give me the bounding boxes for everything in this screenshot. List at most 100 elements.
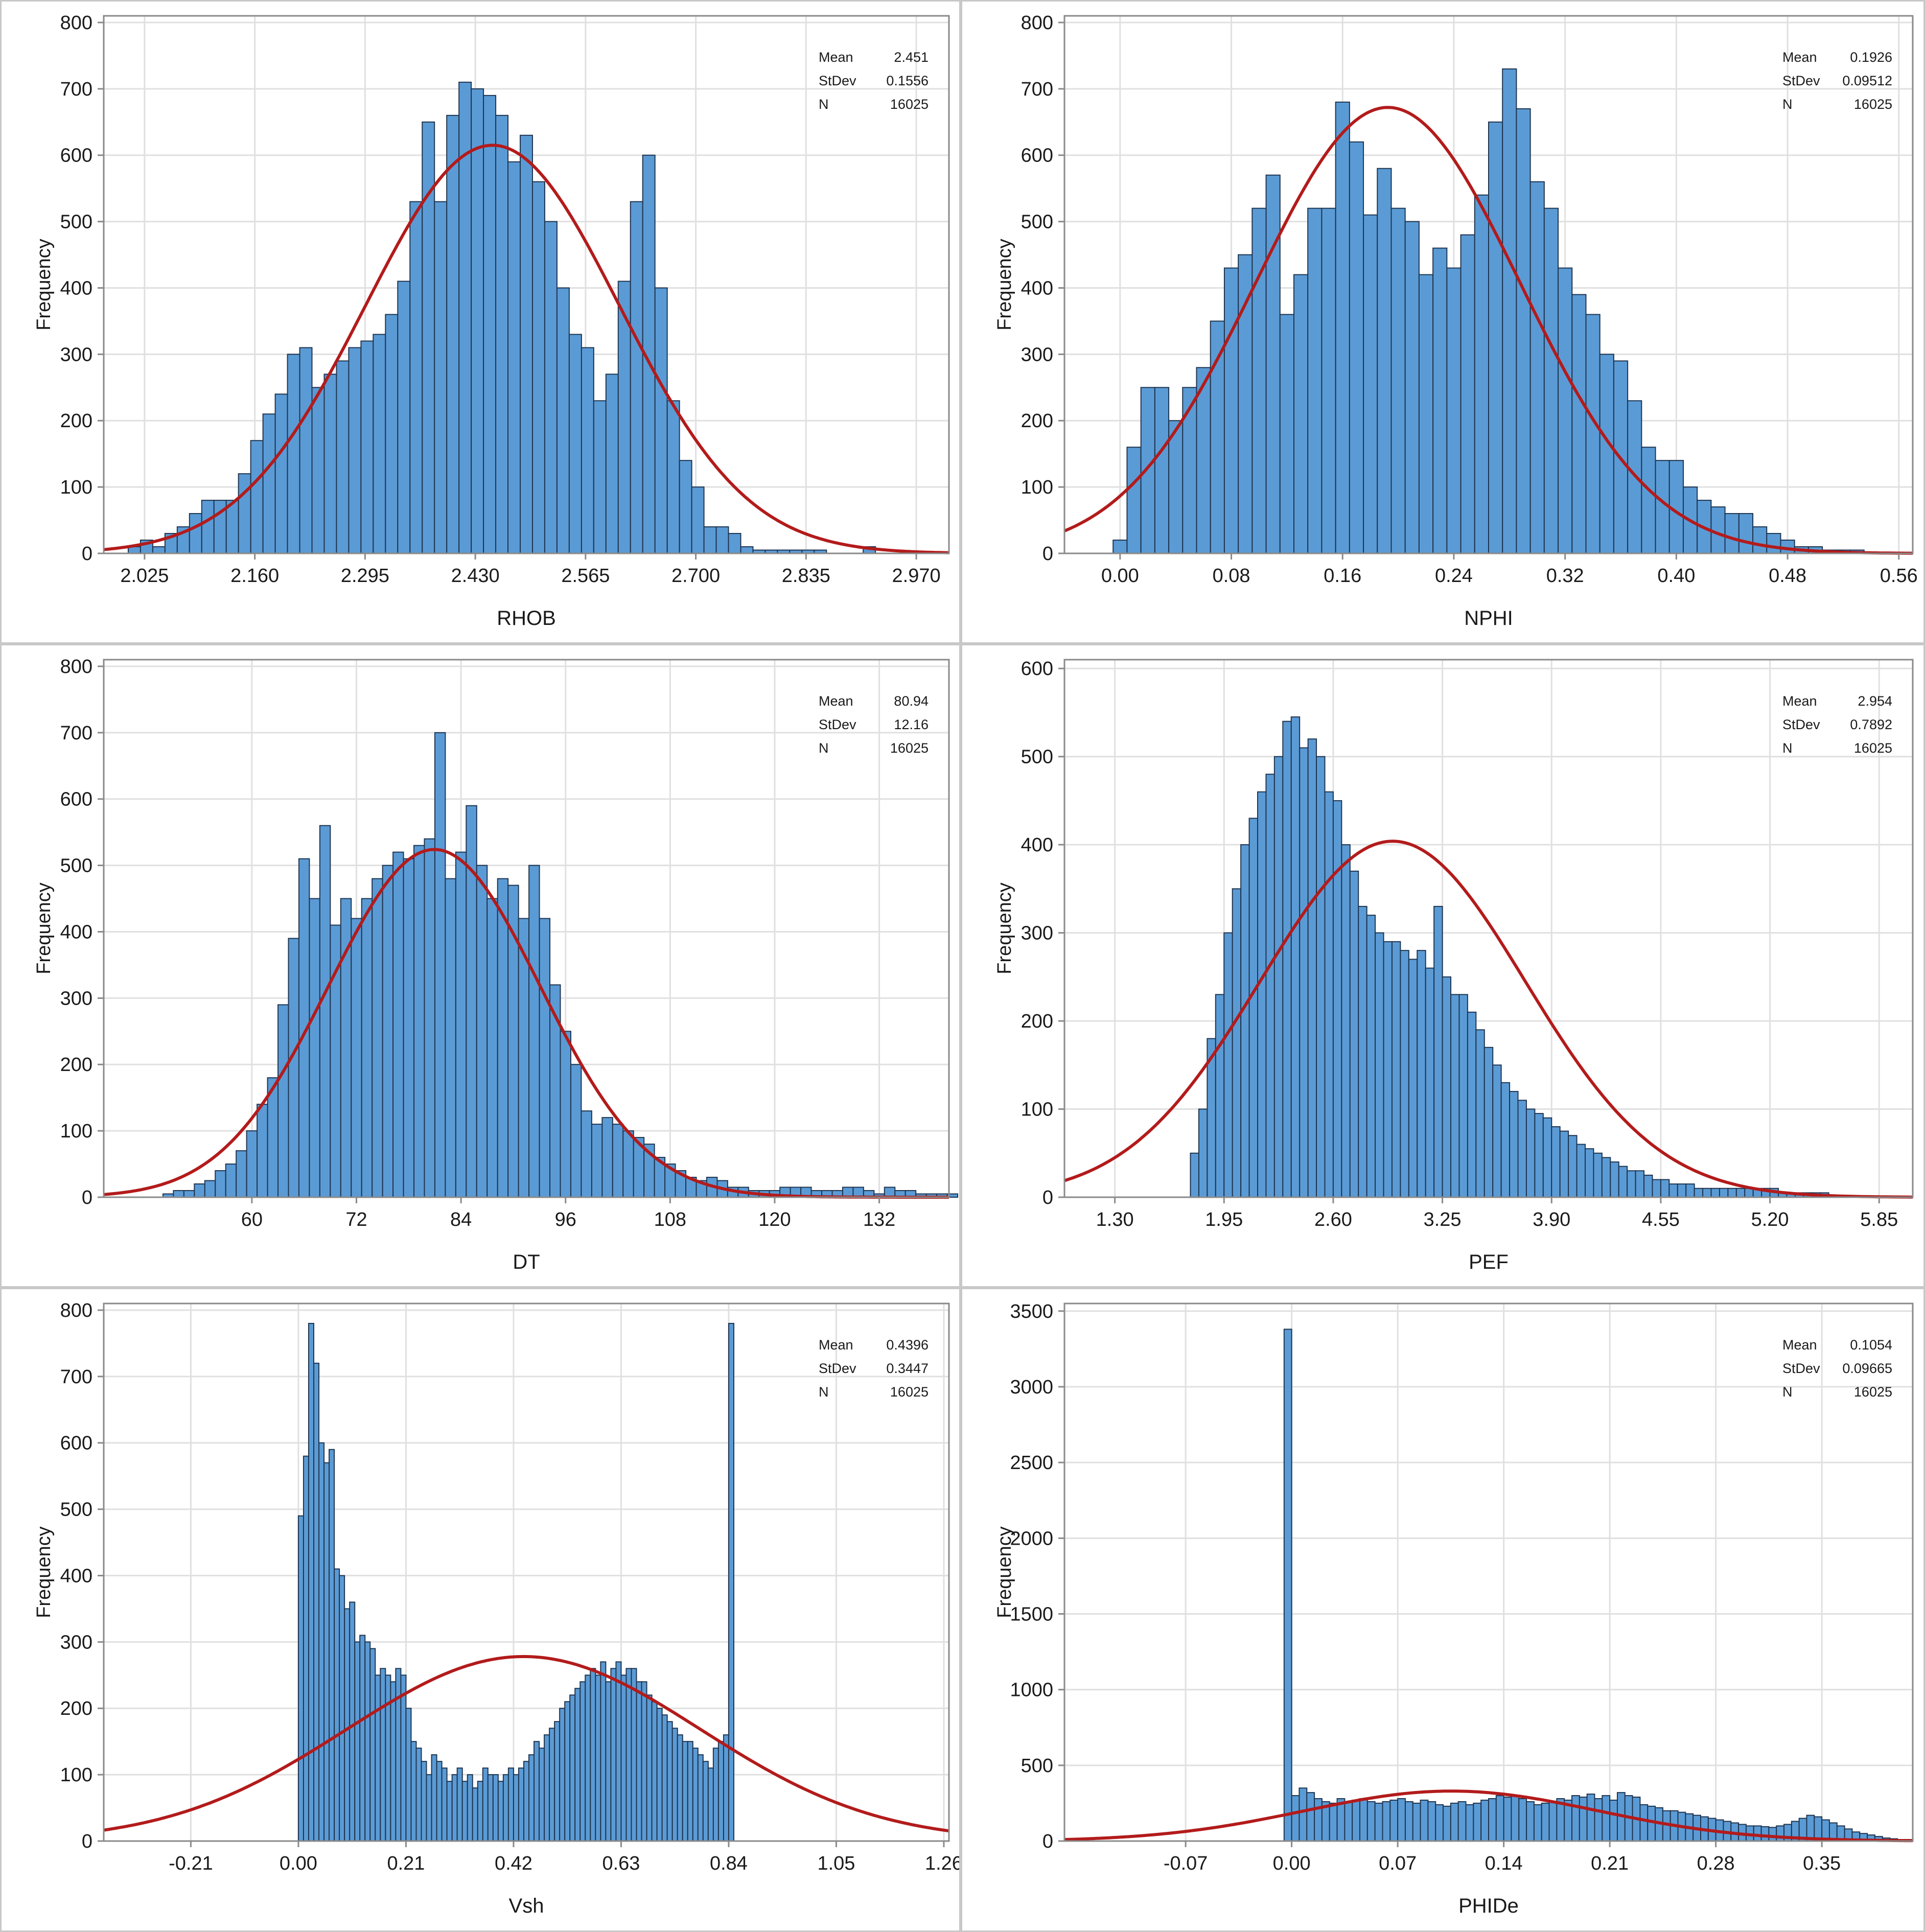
histogram-bar — [1593, 1152, 1603, 1198]
histogram-bar — [564, 1701, 571, 1842]
histogram-bar — [1332, 800, 1342, 1198]
histogram-bar — [1509, 1091, 1519, 1198]
histogram-bar — [1599, 354, 1614, 554]
y-tick-label: 400 — [1021, 277, 1053, 299]
stats-value: 0.7892 — [1850, 717, 1892, 732]
histogram-bar — [1534, 1113, 1544, 1198]
histogram-bar — [560, 1031, 571, 1198]
histogram-bar — [1366, 915, 1376, 1198]
histogram-bar — [534, 1741, 540, 1842]
histogram-bar — [677, 1734, 683, 1842]
histogram-bar — [1293, 274, 1309, 554]
histogram-bar — [1198, 1108, 1208, 1198]
histogram-bar — [238, 473, 251, 554]
histogram-bar — [601, 1117, 613, 1198]
stats-value: 16025 — [890, 1384, 929, 1400]
histogram-bar — [1435, 1804, 1444, 1842]
histogram-bar — [1533, 1804, 1542, 1842]
x-tick-label: 0.00 — [1273, 1853, 1311, 1874]
histogram-bar — [502, 1774, 509, 1842]
x-tick-label: 72 — [345, 1209, 367, 1230]
y-tick-label: 800 — [60, 1300, 92, 1321]
y-tick-label: 0 — [82, 1831, 92, 1852]
y-tick-label: 600 — [60, 789, 92, 810]
x-tick-label: 0.32 — [1546, 565, 1584, 587]
histogram-bar — [403, 858, 415, 1198]
histogram-bar — [1391, 941, 1401, 1198]
histogram-bar — [204, 1180, 216, 1198]
histogram-bar — [1408, 959, 1418, 1198]
histogram-bar — [477, 1781, 483, 1842]
y-tick-label: 500 — [60, 212, 92, 233]
x-tick-label: 96 — [555, 1209, 576, 1230]
histogram-bar — [297, 1515, 304, 1842]
histogram-bar — [1753, 1825, 1762, 1842]
histogram-bar — [615, 1661, 622, 1842]
x-tick-label: 2.60 — [1314, 1209, 1352, 1230]
histogram-bar — [1397, 1798, 1406, 1842]
histogram-bar — [372, 878, 383, 1198]
histogram-bar — [1724, 513, 1740, 554]
histogram-bar — [1639, 1804, 1649, 1842]
y-tick-label: 700 — [60, 723, 92, 744]
histogram-bar — [201, 500, 215, 554]
x-tick-label: 2.160 — [230, 565, 279, 587]
histogram-bar — [1571, 1795, 1580, 1842]
histogram-bar — [1383, 941, 1393, 1198]
histogram-bar — [395, 1668, 402, 1842]
histogram-bar — [1418, 274, 1434, 554]
histogram-bar — [421, 1761, 427, 1842]
y-axis-label: Frequency — [994, 1526, 1015, 1618]
histogram-bar — [1168, 420, 1184, 554]
histogram-bar — [528, 865, 540, 1198]
histogram-bar — [225, 1163, 237, 1198]
histogram-bar — [1299, 747, 1309, 1198]
histogram-bar — [497, 1781, 504, 1842]
histogram-bar — [446, 114, 460, 554]
histogram-bar — [1335, 101, 1350, 554]
histogram-bar — [1502, 68, 1517, 554]
y-tick-label: 800 — [60, 12, 92, 34]
histogram-bar — [1473, 1802, 1482, 1842]
histogram-bar — [728, 533, 741, 554]
stats-label: N — [1782, 740, 1793, 756]
histogram-bar — [1425, 967, 1435, 1198]
histogram-bar — [183, 1190, 195, 1198]
histogram-bar — [1190, 1152, 1199, 1198]
y-tick-label: 2500 — [1010, 1452, 1053, 1474]
histogram-bar — [246, 1130, 258, 1198]
histogram-bar — [456, 1767, 463, 1842]
histogram-bar — [497, 878, 509, 1198]
histogram-bar — [1257, 791, 1267, 1198]
x-tick-label: 3.25 — [1424, 1209, 1462, 1230]
histogram-bar — [173, 1190, 184, 1198]
stats-value: 16025 — [1854, 97, 1892, 112]
histogram-bar — [311, 387, 325, 554]
histogram-bar — [1314, 1798, 1323, 1842]
histogram-bar — [1248, 818, 1259, 1198]
histogram-bar — [364, 1641, 371, 1842]
stats-label: N — [819, 740, 829, 756]
histogram-bar — [539, 1748, 545, 1842]
stats-label: N — [819, 1384, 829, 1400]
stats-value: 80.94 — [894, 693, 929, 709]
y-tick-label: 500 — [1021, 747, 1053, 768]
histogram-bar — [697, 1754, 704, 1842]
histogram-bar — [1240, 844, 1250, 1198]
stats-value: 0.1054 — [1850, 1337, 1892, 1353]
histogram-bar — [1541, 1802, 1550, 1842]
histogram-bar — [539, 918, 551, 1198]
histogram-panel-vsh: -0.21 0.00 0.21 0.42 0.63 0.84 1.05 1.26 0 100 200… — [0, 1288, 961, 1932]
histogram-bar — [461, 1781, 468, 1842]
histogram-bar — [1307, 738, 1317, 1198]
histogram-bar — [373, 334, 386, 554]
stats-label: N — [1782, 1384, 1793, 1400]
histogram-bar — [1677, 1183, 1687, 1198]
histogram-bar — [1251, 207, 1267, 554]
stats-value: 16025 — [890, 740, 929, 756]
histogram-bar — [1492, 1064, 1502, 1198]
stats-value: 16025 — [890, 97, 929, 112]
histogram-bar — [319, 825, 331, 1198]
stats-label: N — [1782, 97, 1793, 112]
histogram-bar — [1668, 1183, 1678, 1198]
